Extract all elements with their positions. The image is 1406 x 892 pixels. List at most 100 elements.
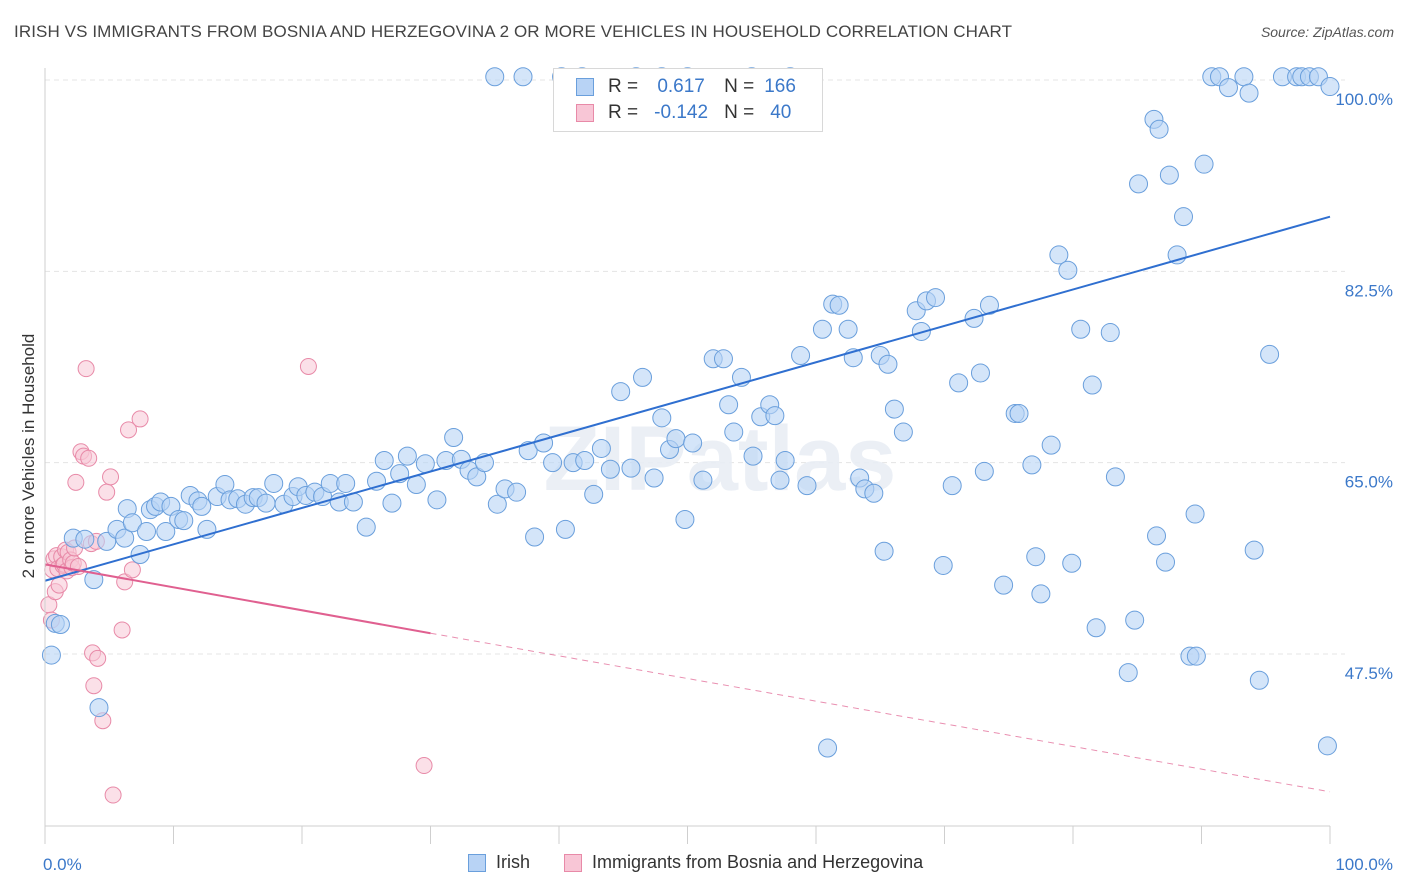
irish-point [1317, 736, 1337, 756]
irish-point [1186, 646, 1206, 666]
irish-point [797, 476, 817, 496]
irish-point [84, 570, 104, 590]
irish-point [1125, 610, 1145, 630]
x-tick-label: 100.0% [1335, 855, 1393, 874]
bosnia-point [120, 421, 138, 439]
bottom-legend-irish: Irish [468, 852, 530, 873]
irish-point [1118, 663, 1138, 683]
irish-point [926, 288, 946, 308]
bosnia-point [415, 757, 433, 775]
irish-point [1185, 504, 1205, 524]
bottom-legend: Irish Immigrants from Bosnia and Herzego… [468, 852, 957, 873]
irish-point [256, 493, 276, 513]
source-label: Source: ZipAtlas.com [1260, 24, 1394, 40]
legend-n-label: N = [724, 102, 755, 123]
irish-point [600, 459, 620, 479]
irish-point [970, 363, 990, 383]
axis-layer: 47.5% 65.0% 82.5% 100.0% 0.0% 100.0% 2 or more… [19, 68, 1393, 874]
irish-point [485, 67, 505, 87]
irish-point [382, 493, 402, 513]
y-tick-label: 65.0% [1345, 473, 1393, 492]
bosnia-point [102, 468, 120, 486]
irish-point [666, 429, 686, 449]
irish-point [979, 295, 999, 315]
irish-point [397, 446, 417, 466]
irish-point [156, 522, 176, 542]
irish-point [812, 319, 832, 339]
irish-point [818, 738, 838, 758]
irish-point [1244, 540, 1264, 560]
legend-row-irish: R = 0.617 N = 166 [576, 75, 796, 99]
y-tick-label: 47.5% [1345, 664, 1393, 683]
bottom-legend-label-irish: Irish [496, 852, 531, 872]
irish-point [1156, 552, 1176, 572]
irish-point [115, 528, 135, 548]
irish-point [949, 373, 969, 393]
trend-layer [44, 215, 1331, 793]
irish-point [713, 349, 733, 369]
irish-point [336, 473, 356, 493]
irish-point [1058, 260, 1078, 280]
bosnia-point [299, 357, 317, 375]
irish-point [507, 482, 527, 502]
irish-point [878, 354, 898, 374]
irish-point [775, 450, 795, 470]
bosnia-point [113, 621, 131, 639]
bosnia-point [85, 677, 103, 695]
irish-point [1149, 119, 1169, 139]
irish-point [893, 422, 913, 442]
irish-point [693, 470, 713, 490]
irish-point [765, 406, 785, 426]
irish-point [513, 67, 533, 87]
irish-point [1009, 403, 1029, 423]
legend-r-label: R = [608, 76, 639, 97]
irish-point [555, 519, 575, 539]
bosnia-point [98, 483, 116, 501]
legend-r-value-irish: 0.617 [657, 76, 705, 97]
irish-points-group [41, 67, 1340, 758]
y-tick-label: 100.0% [1335, 90, 1393, 109]
irish-point [1031, 584, 1051, 604]
irish-point [829, 295, 849, 315]
irish-point [1218, 78, 1238, 98]
irish-point [415, 454, 435, 474]
irish-point [1239, 83, 1259, 103]
irish-point [994, 575, 1014, 595]
bosnia-point [104, 786, 122, 804]
grid-layer [45, 79, 1345, 655]
bottom-legend-bosnia: Immigrants from Bosnia and Herzegovina [564, 852, 923, 873]
irish-point [356, 517, 376, 537]
irish-point [543, 453, 563, 473]
irish-point [192, 496, 212, 516]
irish-point [1147, 526, 1167, 546]
irish-point [1049, 245, 1069, 265]
irish-point [1100, 323, 1120, 343]
irish-point [1234, 67, 1254, 87]
x-tick-label: 0.0% [43, 855, 82, 874]
irish-point [974, 461, 994, 481]
bottom-legend-swatch-irish [468, 853, 486, 872]
irish-point [584, 484, 604, 504]
irish-point [1086, 618, 1106, 638]
irish-point [652, 408, 672, 428]
irish-point [933, 555, 953, 575]
irish-point [137, 522, 157, 542]
y-axis-label: 2 or more Vehicles in Household [19, 334, 38, 579]
irish-point [719, 395, 739, 415]
irish-point [591, 438, 611, 458]
irish-point [487, 494, 507, 514]
irish-point [683, 433, 703, 453]
irish-point [174, 511, 194, 531]
bosnia-point [89, 649, 107, 667]
legend-n-value-irish: 166 [764, 76, 796, 97]
irish-point [838, 319, 858, 339]
irish-point [1105, 467, 1125, 487]
irish-point [525, 527, 545, 547]
irish-trend-line [44, 215, 1331, 582]
irish-point [1062, 553, 1082, 573]
bosnia-trend-line [44, 563, 431, 635]
bosnia-point [80, 449, 98, 467]
irish-point [1082, 375, 1102, 395]
bosnia-point [123, 561, 141, 579]
